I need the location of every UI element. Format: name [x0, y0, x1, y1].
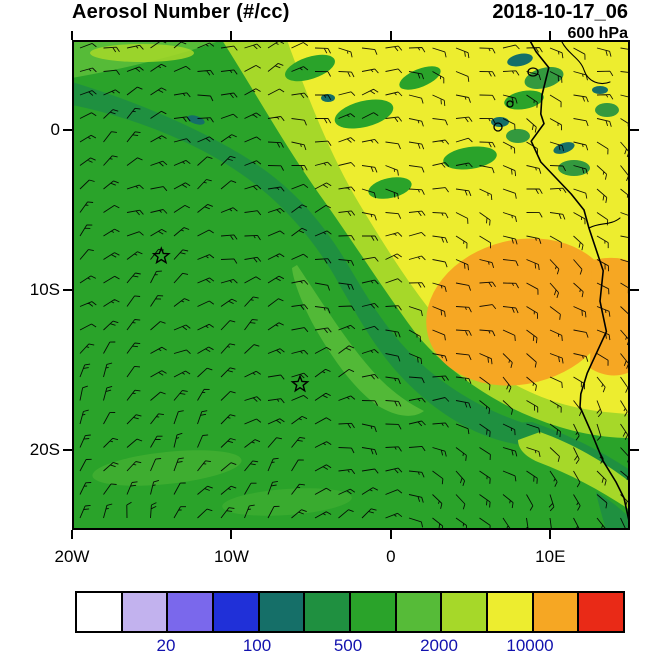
y-axis-tick: [63, 128, 72, 131]
colorbar-cell: [122, 593, 169, 631]
colorbar-cell: [579, 593, 624, 631]
plot-title: Aerosol Number (#/cc): [72, 1, 290, 23]
x-axis-tick: [230, 31, 233, 40]
pressure-level-label: 600 hPa: [567, 25, 628, 42]
x-axis-tick: [549, 31, 552, 40]
inland-border-line: [588, 217, 621, 229]
colorbar-cell: [214, 593, 260, 631]
x-axis-tick-label: 10E: [535, 547, 566, 566]
x-axis-tick: [71, 530, 73, 539]
africa-coastline: [528, 39, 631, 525]
y-axis-tick: [630, 128, 639, 131]
y-axis-tick-label: 10S: [29, 279, 60, 299]
plot-datetime: 2018-10-17_06: [492, 1, 628, 23]
colorbar-cell: [351, 593, 397, 631]
y-axis-tick: [63, 448, 72, 451]
y-axis-tick: [630, 448, 639, 451]
wind-barbs: [79, 39, 637, 535]
colorbar-cell: [488, 593, 534, 631]
colorbar-tick-label: 500: [333, 636, 363, 655]
colorbar-tick-label: 10000: [506, 636, 554, 655]
x-axis-tick-label: 0: [386, 547, 396, 566]
star-marker: [290, 374, 310, 393]
island-outline: [493, 122, 503, 132]
colorbar-cell: [396, 593, 443, 631]
inland-border-line: [561, 41, 611, 85]
colorbar-cell: [305, 593, 352, 631]
colorbar-tick-label: 20: [156, 636, 176, 655]
colorbar-cell: [533, 593, 580, 631]
x-axis-tick: [549, 530, 552, 539]
station-markers-layer: [151, 246, 310, 393]
x-axis-tick: [389, 530, 392, 539]
x-axis-tick: [71, 31, 73, 40]
x-axis-tick-label: 10W: [213, 547, 249, 566]
dark-green-land-patches: [506, 67, 619, 176]
colorbar-tick-label: 100: [242, 636, 272, 655]
y-axis-tick-label: 20S: [29, 439, 60, 459]
colorbar-tick-label: 2000: [420, 636, 458, 655]
colorbar-cell: [168, 593, 215, 631]
wind-barbs-layer: [79, 39, 637, 535]
island-outline: [506, 100, 514, 108]
aerosol-map-svg: [72, 39, 637, 535]
map-plot: [72, 39, 637, 535]
colorbar-cell: [442, 593, 489, 631]
orange-plume: [426, 238, 614, 386]
plot-frame: [72, 40, 630, 530]
y-axis-tick: [630, 288, 639, 291]
colorbar-cell: [259, 593, 306, 631]
colorbar-cell: [77, 593, 123, 631]
star-marker: [151, 246, 171, 265]
y-axis-tick-label: 0: [50, 119, 60, 139]
y-axis-tick: [63, 288, 72, 291]
x-axis-tick: [230, 530, 233, 539]
x-axis-tick: [389, 31, 392, 40]
colorbar: [75, 591, 625, 633]
x-axis-tick-label: 20W: [54, 547, 90, 566]
